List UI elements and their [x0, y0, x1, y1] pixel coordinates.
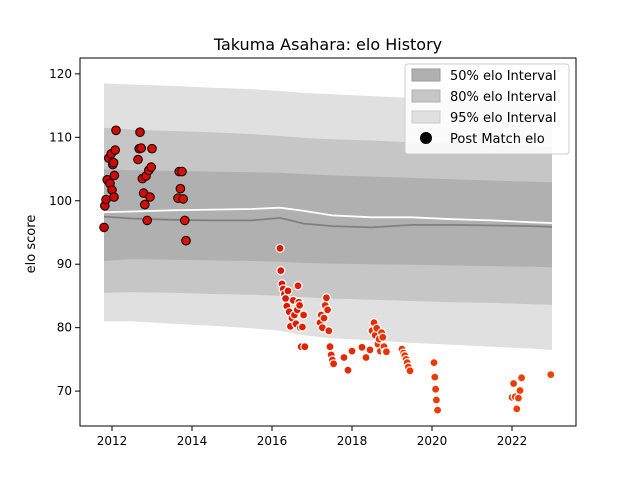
post-match-point	[147, 143, 157, 154]
legend-swatch-80	[411, 89, 441, 103]
trend-lines	[103, 206, 553, 229]
band-50	[104, 169, 552, 268]
post-match-point	[513, 393, 524, 403]
legend: 50% elo Interval 80% elo Interval 95% el…	[404, 63, 570, 155]
legend-label-50: 50% elo Interval	[450, 69, 557, 84]
post-match-point	[276, 266, 286, 276]
post-match-point	[508, 378, 519, 389]
post-match-point	[339, 352, 349, 363]
x-axis-ticks: 2012 2014 2016 2018 2020 2022	[97, 426, 528, 448]
post-match-point	[512, 404, 522, 414]
post-match-point	[516, 373, 527, 383]
post-match-point	[515, 385, 525, 396]
post-match-point	[319, 313, 329, 323]
legend-label-80: 80% elo Interval	[450, 90, 557, 105]
post-match-point	[108, 157, 119, 168]
post-match-point	[136, 143, 146, 153]
post-match-point	[140, 199, 150, 210]
post-match-point	[181, 235, 191, 246]
post-match-point	[133, 154, 143, 165]
x-tick-label: 2018	[337, 434, 368, 448]
x-tick-label: 2020	[417, 434, 448, 448]
post-match-point	[343, 365, 353, 375]
y-tick-label: 80	[57, 321, 72, 335]
y-axis-ticks: 70 80 90 100 110 120	[49, 67, 80, 398]
plot-frame	[79, 57, 577, 427]
post-match-point	[357, 342, 367, 352]
post-match-point	[283, 286, 293, 296]
post-match-point	[299, 310, 309, 320]
axes: 2012 2014 2016 2018 2020 2022 70 80 90 100 110 120	[49, 57, 577, 448]
post-match-point	[99, 222, 109, 233]
y-tick-label: 100	[49, 194, 72, 208]
legend-marker-post-match	[420, 132, 432, 144]
post-match-point	[180, 215, 190, 226]
legend-swatch-50	[411, 68, 441, 82]
post-match-point	[347, 346, 357, 356]
post-match-point	[361, 352, 371, 363]
legend-frame	[404, 63, 570, 155]
post-match-point	[135, 127, 145, 137]
y-tick-label: 120	[49, 67, 72, 81]
chart-title: Takuma Asahara: elo History	[213, 35, 442, 54]
post-match-point	[175, 183, 186, 194]
post-match-point	[145, 192, 155, 202]
y-tick-label: 90	[57, 257, 72, 271]
post-match-point	[365, 345, 375, 355]
y-axis-label: elo score	[24, 215, 39, 274]
post-match-point	[324, 326, 334, 336]
post-match-point	[381, 347, 391, 357]
post-match-point	[146, 162, 156, 172]
post-match-point	[431, 395, 441, 405]
post-match-point	[110, 145, 120, 155]
post-match-point	[300, 342, 310, 352]
legend-label-95: 95% elo Interval	[450, 111, 557, 126]
post-match-point	[431, 384, 441, 394]
post-match-point	[101, 194, 111, 205]
post-match-point	[177, 166, 187, 177]
post-match-point	[433, 405, 443, 415]
post-match-point	[178, 194, 188, 204]
post-match-point	[275, 243, 285, 253]
post-match-point	[297, 322, 307, 332]
post-match-point	[281, 293, 291, 304]
post-match-point	[295, 300, 305, 310]
post-match-point	[323, 305, 333, 315]
post-match-point	[430, 372, 440, 382]
legend-swatch-95	[411, 110, 441, 124]
post-match-point	[142, 215, 152, 226]
post-match-point	[325, 342, 335, 352]
x-tick-label: 2016	[257, 434, 288, 448]
post-match-point	[109, 170, 120, 181]
mean-line	[103, 206, 553, 224]
post-match-point	[321, 293, 331, 303]
x-tick-label: 2014	[177, 434, 208, 448]
post-match-point	[405, 366, 415, 376]
post-match-point	[293, 281, 303, 291]
post-match-point	[329, 359, 339, 369]
x-tick-label: 2012	[97, 434, 128, 448]
post-match-point	[429, 358, 439, 368]
legend-label-post-match: Post Match elo	[450, 132, 545, 147]
post-match-point	[109, 192, 119, 202]
y-tick-label: 110	[49, 130, 72, 144]
median-line	[103, 215, 553, 229]
post-match-point	[546, 370, 556, 380]
post-match-point	[378, 332, 388, 342]
y-tick-label: 70	[57, 384, 72, 398]
post-match-points	[99, 125, 556, 415]
x-tick-label: 2022	[497, 434, 528, 448]
post-match-point	[111, 125, 121, 136]
